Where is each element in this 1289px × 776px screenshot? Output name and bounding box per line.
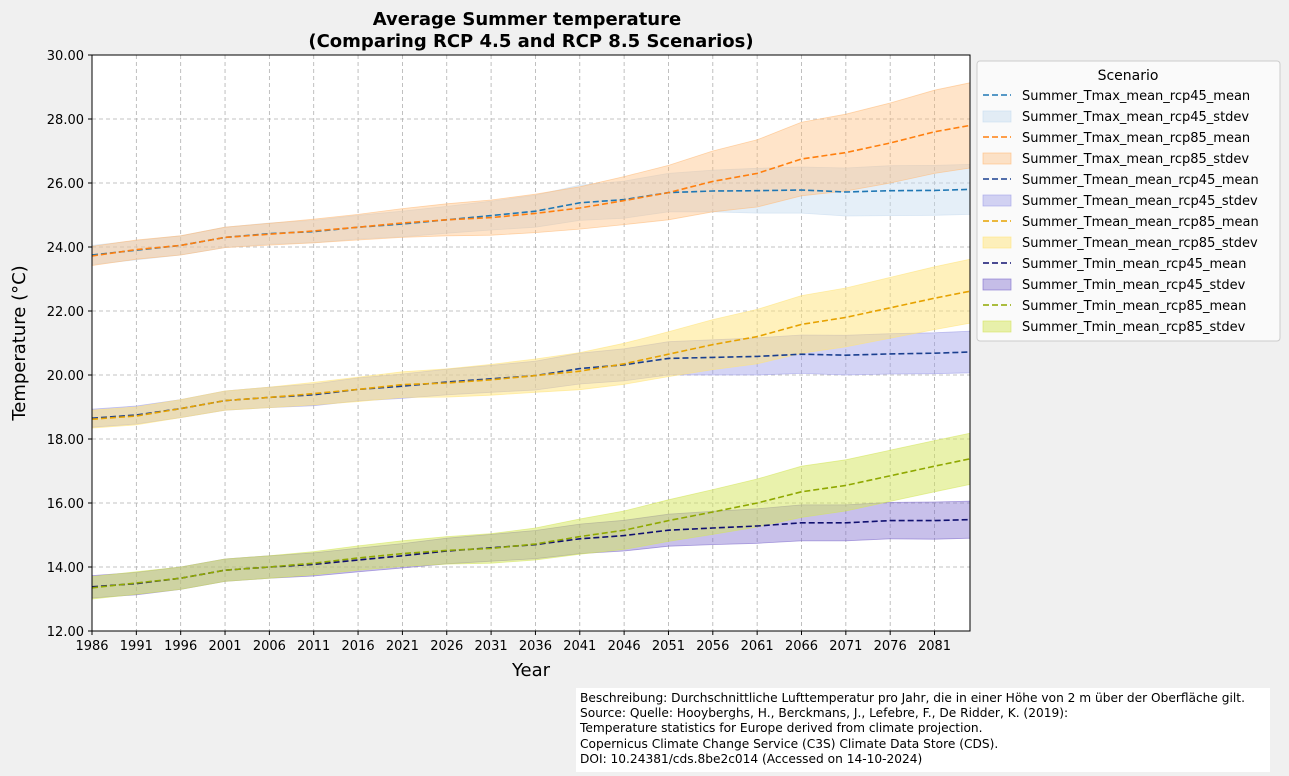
legend-label: Summer_Tmin_mean_rcp85_mean (1022, 299, 1246, 314)
x-tick-label: 2051 (652, 639, 685, 654)
legend-label: Summer_Tmax_mean_rcp45_stdev (1022, 110, 1249, 125)
y-tick-label: 30.00 (47, 49, 84, 64)
x-tick-label: 2006 (253, 639, 286, 654)
series-line (91, 124, 971, 257)
y-axis-title: Temperature (°C) (9, 265, 30, 421)
source-line: Source: Quelle: Hooyberghs, H., Berckman… (580, 706, 1069, 721)
legend-label: Summer_Tmean_mean_rcp45_mean (1022, 173, 1259, 188)
legend-label: Summer_Tmin_mean_rcp85_stdev (1022, 320, 1246, 335)
legend-label: Summer_Tmin_mean_rcp45_mean (1022, 257, 1246, 272)
x-tick-label: 2036 (519, 639, 552, 654)
y-tick-label: 24.00 (47, 241, 84, 256)
legend-label: Summer_Tmean_mean_rcp45_stdev (1022, 194, 1258, 209)
y-tick-label: 16.00 (47, 497, 84, 512)
legend-swatch-band (982, 152, 1012, 165)
legend-swatch-band (982, 236, 1012, 249)
series-line (91, 290, 971, 420)
legend-label: Summer_Tmax_mean_rcp85_mean (1022, 131, 1250, 146)
x-tick-label: 2066 (785, 639, 818, 654)
x-tick-label: 2016 (342, 639, 375, 654)
y-tick-label: 20.00 (47, 369, 84, 384)
legend-label: Summer_Tmax_mean_rcp85_stdev (1022, 152, 1249, 167)
y-tick-label: 18.00 (47, 433, 84, 448)
x-tick-label: 2076 (874, 639, 907, 654)
y-tick-label: 12.00 (47, 625, 84, 640)
source-line: Temperature statistics for Europe derive… (580, 721, 983, 736)
x-tick-label: 2081 (918, 639, 951, 654)
stdev-bands (91, 82, 971, 600)
legend-swatch-band (982, 320, 1012, 333)
x-tick-label: 2021 (386, 639, 419, 654)
source-note: Beschreibung: Durchschnittliche Lufttemp… (576, 688, 1270, 772)
legend-label: Summer_Tmean_mean_rcp85_mean (1022, 215, 1259, 230)
x-tick-label: 2026 (430, 639, 463, 654)
legend-swatch-band (982, 194, 1012, 207)
x-tick-label: 2046 (608, 639, 641, 654)
source-line: Copernicus Climate Change Service (C3S) … (580, 736, 999, 751)
x-tick-label: 2071 (829, 639, 862, 654)
x-tick-label: 1991 (120, 639, 153, 654)
mean-lines (91, 124, 971, 589)
x-tick-label: 2056 (696, 639, 729, 654)
series-line (91, 458, 971, 589)
legend-label: Summer_Tmax_mean_rcp45_mean (1022, 89, 1250, 104)
chart-subtitle: (Comparing RCP 4.5 and RCP 8.5 Scenarios… (308, 31, 753, 52)
y-tick-label: 14.00 (47, 561, 84, 576)
x-tick-label: 2011 (297, 639, 330, 654)
x-tick-label: 1986 (75, 639, 108, 654)
source-line: Beschreibung: Durchschnittliche Lufttemp… (580, 691, 1245, 705)
x-tick-label: 2061 (741, 639, 774, 654)
legend: Scenario Summer_Tmax_mean_rcp45_mean Summ… (976, 60, 1281, 342)
y-axis: 12.00 14.00 16.00 18.00 20.00 22.00 24.00 26.00… (47, 49, 92, 640)
y-tick-label: 26.00 (47, 177, 84, 192)
source-line: DOI: 10.24381/cds.8be2c014 (Accessed on … (580, 751, 923, 766)
x-axis-title: Year (511, 660, 551, 681)
x-tick-label: 1996 (164, 639, 197, 654)
legend-frame (976, 60, 1281, 342)
x-tick-label: 2041 (563, 639, 596, 654)
legend-swatch-band (982, 110, 1012, 123)
y-tick-label: 28.00 (47, 113, 84, 128)
x-tick-label: 2031 (475, 639, 508, 654)
y-tick-label: 22.00 (47, 305, 84, 320)
plot-frame (91, 54, 971, 632)
chart-title: Average Summer temperature (373, 9, 681, 30)
legend-label: Summer_Tmean_mean_rcp85_stdev (1022, 236, 1258, 251)
legend-title: Scenario (1098, 68, 1159, 84)
legend-swatch-band (982, 278, 1012, 291)
x-tick-label: 2001 (208, 639, 241, 654)
x-axis: 1986 1991 1996 2001 2006 2011 2016 2021 2026 2031… (75, 631, 951, 654)
legend-label: Summer_Tmin_mean_rcp45_stdev (1022, 278, 1246, 293)
